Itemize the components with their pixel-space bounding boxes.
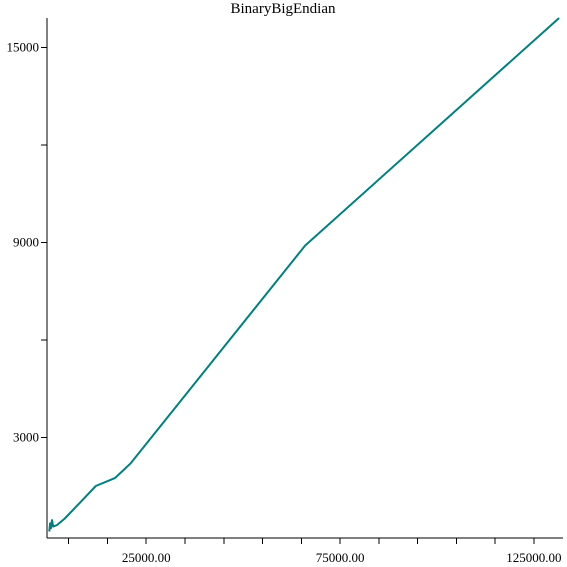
y-tick-label-0: 3000 — [13, 429, 39, 444]
axes — [46, 18, 563, 539]
x-tick-label-1: 75000.00 — [316, 550, 365, 565]
y-axis-ticks: 3000 9000 15000 — [7, 39, 47, 444]
chart-title: BinaryBigEndian — [231, 1, 336, 17]
x-axis-ticks: 25000.00 75000.00 125000.00 — [68, 538, 562, 565]
series-line-0 — [48, 17, 560, 532]
y-tick-label-1: 9000 — [13, 234, 39, 249]
x-tick-label-2: 125000.00 — [506, 550, 561, 565]
y-tick-label-2: 15000 — [7, 39, 40, 54]
x-tick-label-0: 25000.00 — [122, 550, 171, 565]
series-group — [48, 17, 560, 532]
